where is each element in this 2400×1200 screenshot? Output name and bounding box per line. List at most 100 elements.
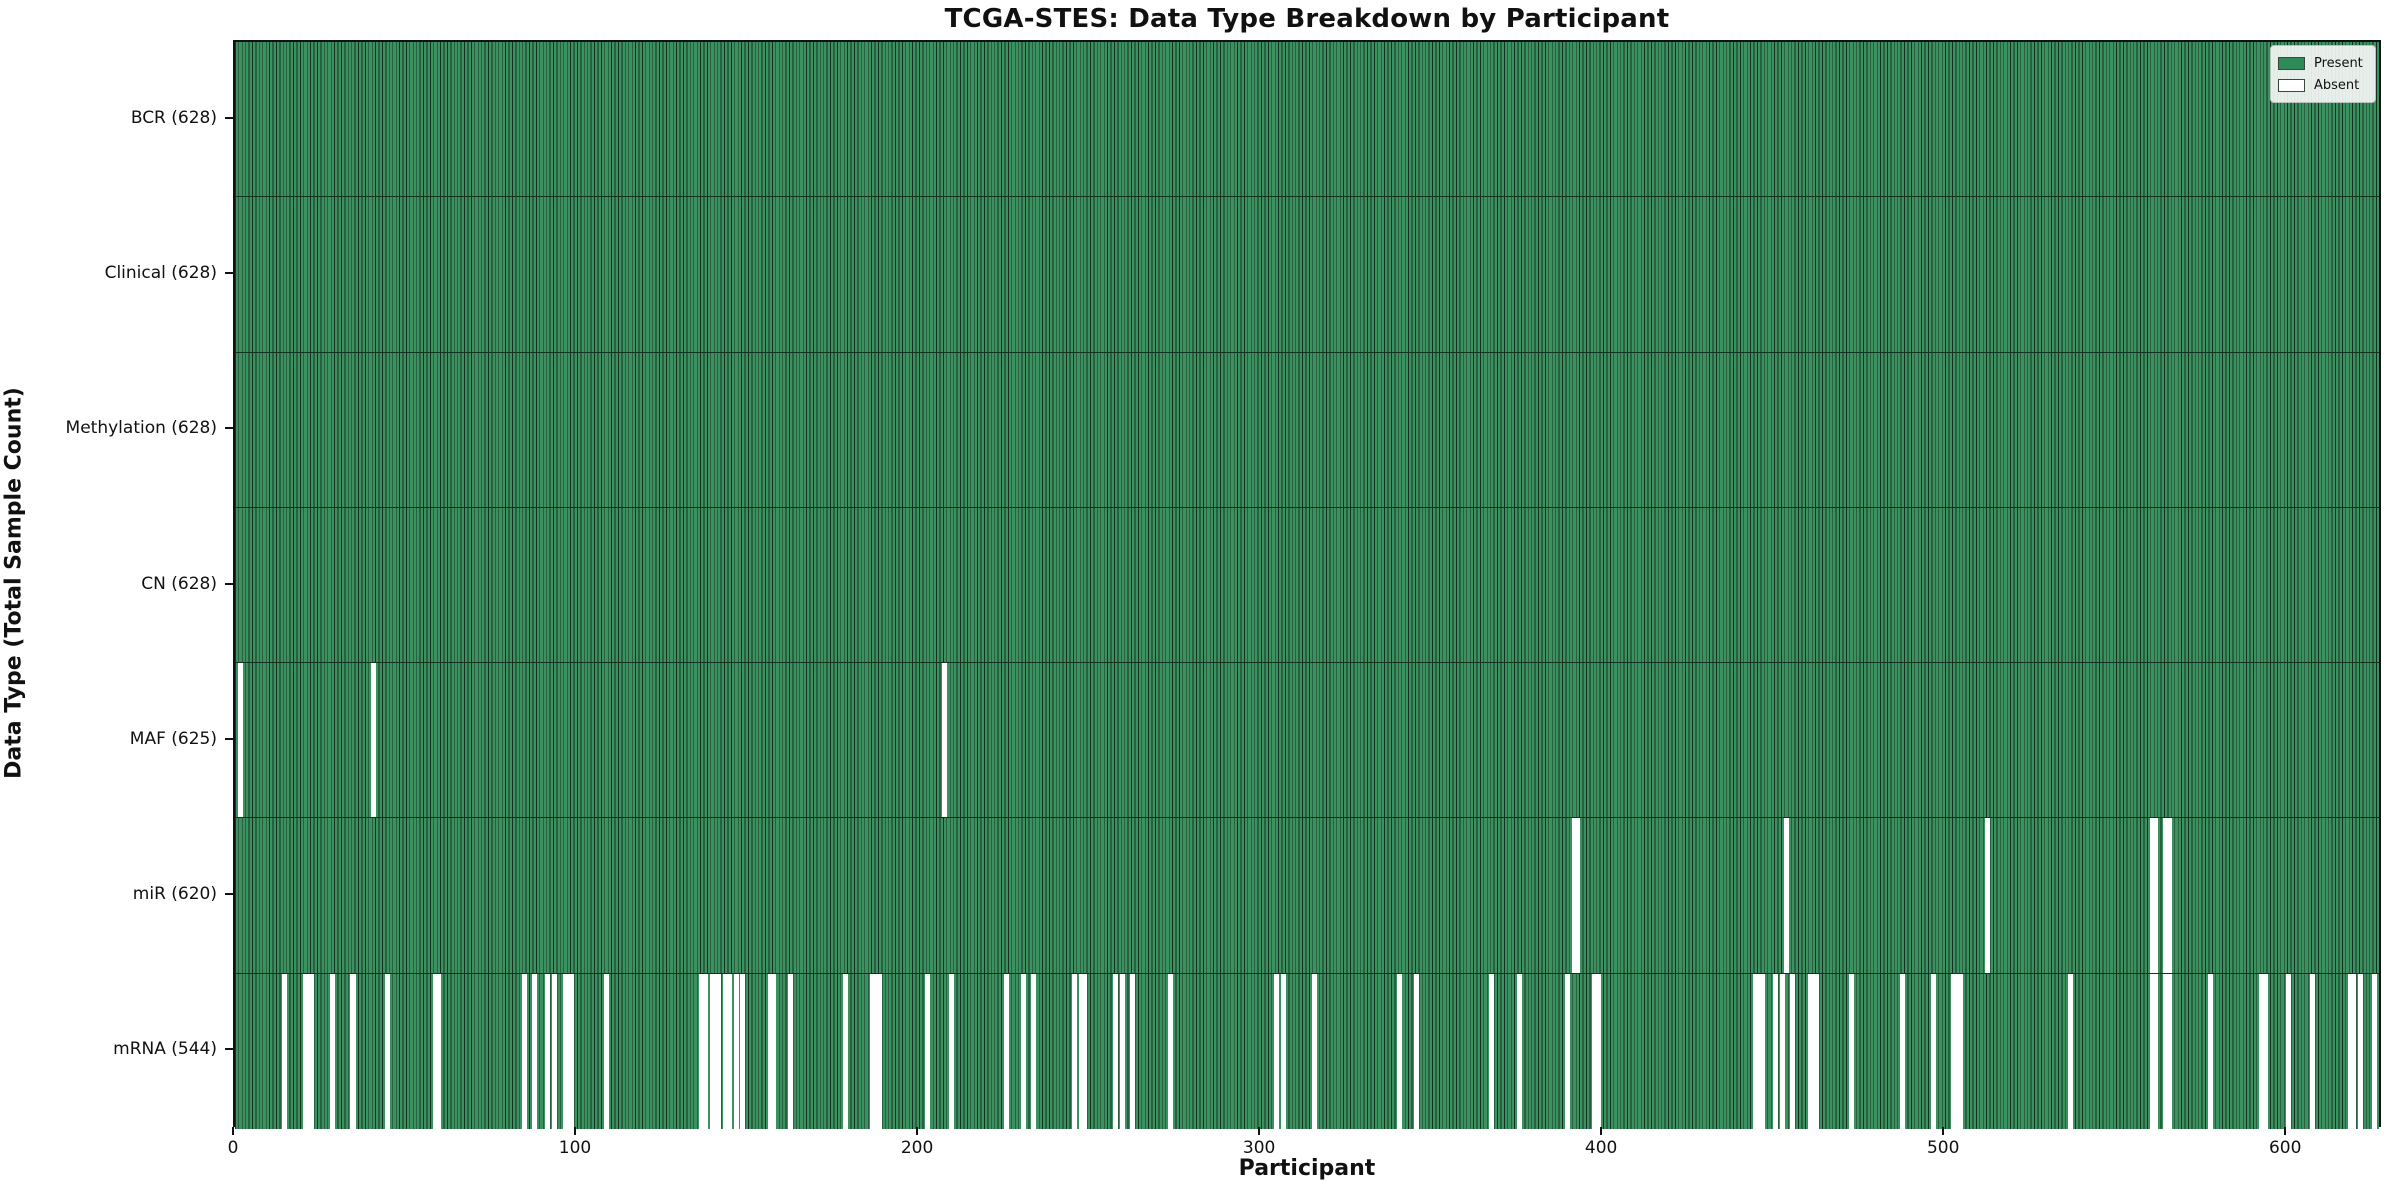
absent-gap xyxy=(1752,973,1758,1129)
legend-item-absent: Absent xyxy=(2278,74,2367,96)
absent-gap xyxy=(2286,973,2292,1129)
y-axis-label: Data Type (Total Sample Count) xyxy=(1,387,27,779)
absent-gap xyxy=(2149,818,2155,974)
present-bars-Clinical xyxy=(235,197,2379,353)
x-tick-label: 300 xyxy=(1242,1138,1276,1158)
absent-gap xyxy=(1280,973,1286,1129)
absent-gap xyxy=(2262,973,2268,1129)
x-tick-label: 0 xyxy=(227,1138,239,1158)
absent-gap xyxy=(2310,973,2316,1129)
absent-gap xyxy=(2358,973,2364,1129)
row-MAF xyxy=(235,663,2379,819)
absent-gap xyxy=(2371,973,2377,1129)
absent-gap xyxy=(2207,973,2213,1129)
x-tick-mark xyxy=(2284,1127,2287,1135)
row-CN xyxy=(235,507,2379,664)
y-tick-mark xyxy=(225,271,233,274)
present-bars-CN xyxy=(235,507,2379,664)
absent-gap xyxy=(873,973,879,1129)
legend: Present Absent xyxy=(2270,45,2376,103)
row-Methylation xyxy=(235,352,2379,508)
absent-gap xyxy=(942,663,948,819)
absent-gap xyxy=(1120,973,1126,1129)
y-tick-mark xyxy=(225,427,233,430)
y-tick-label-Clinical: Clinical (628) xyxy=(104,262,217,283)
absent-gap xyxy=(1273,973,1279,1129)
absent-gap xyxy=(788,973,794,1129)
present-bars-BCR xyxy=(235,42,2379,198)
x-tick-label: 500 xyxy=(1926,1138,1960,1158)
absent-gap xyxy=(565,973,571,1129)
x-tick-mark xyxy=(574,1127,577,1135)
legend-label-present: Present xyxy=(2314,55,2363,71)
absent-gap xyxy=(1848,973,1854,1129)
row-separator xyxy=(235,662,2379,664)
absent-gap xyxy=(2067,973,2073,1129)
chart-title: TCGA-STES: Data Type Breakdown by Partic… xyxy=(944,4,1670,34)
y-tick-mark xyxy=(225,1048,233,1051)
absent-gap xyxy=(2259,973,2265,1129)
row-separator xyxy=(235,817,2379,819)
x-axis-label: Participant xyxy=(1238,1156,1376,1181)
absent-gap xyxy=(302,973,308,1129)
absent-gap xyxy=(552,973,558,1129)
absent-gap xyxy=(2163,973,2169,1129)
absent-gap xyxy=(709,973,715,1129)
absent-gap xyxy=(1020,973,1026,1129)
absent-gap xyxy=(877,973,883,1129)
absent-gap xyxy=(1397,973,1403,1129)
absent-gap xyxy=(237,663,243,819)
absent-gap xyxy=(2153,818,2159,974)
absent-gap xyxy=(699,973,705,1129)
plot-area xyxy=(233,40,2381,1129)
row-separator xyxy=(235,972,2379,974)
x-tick-mark xyxy=(1258,1127,1261,1135)
absent-gap xyxy=(767,973,773,1129)
absent-gap xyxy=(350,973,356,1129)
absent-gap xyxy=(1113,973,1119,1129)
absent-gap xyxy=(384,973,390,1129)
absent-gap xyxy=(702,973,708,1129)
x-tick-label: 100 xyxy=(558,1138,592,1158)
row-miR xyxy=(235,818,2379,974)
y-tick-label-mRNA: mRNA (544) xyxy=(113,1039,217,1060)
absent-gap xyxy=(1031,973,1037,1129)
absent-gap xyxy=(1958,973,1964,1129)
x-tick-label: 600 xyxy=(2268,1138,2302,1158)
x-tick-label: 400 xyxy=(1584,1138,1618,1158)
absent-swatch-icon xyxy=(2278,78,2305,92)
absent-gap xyxy=(1072,973,1078,1129)
absent-gap xyxy=(1759,973,1765,1129)
y-tick-mark xyxy=(225,893,233,896)
present-bars-mRNA xyxy=(235,973,2379,1129)
absent-gap xyxy=(1003,973,1009,1129)
absent-gap xyxy=(309,973,315,1129)
absent-gap xyxy=(562,973,568,1129)
absent-gap xyxy=(716,973,722,1129)
absent-gap xyxy=(740,973,746,1129)
present-bars-miR xyxy=(235,818,2379,974)
x-tick-mark xyxy=(1942,1127,1945,1135)
absent-gap xyxy=(2149,973,2155,1129)
present-bars-Methylation xyxy=(235,352,2379,508)
absent-gap xyxy=(282,973,288,1129)
legend-label-absent: Absent xyxy=(2314,77,2360,93)
absent-gap xyxy=(1516,973,1522,1129)
absent-gap xyxy=(843,973,849,1129)
absent-gap xyxy=(925,973,931,1129)
y-tick-label-CN: CN (628) xyxy=(141,573,217,594)
y-tick-label-Methylation: Methylation (628) xyxy=(65,418,217,439)
absent-gap xyxy=(1592,973,1598,1129)
absent-gap xyxy=(569,973,575,1129)
absent-gap xyxy=(1167,973,1173,1129)
absent-gap xyxy=(1130,973,1136,1129)
absent-gap xyxy=(1930,973,1936,1129)
present-bars-MAF xyxy=(235,663,2379,819)
y-tick-label-MAF: MAF (625) xyxy=(129,728,217,749)
absent-gap xyxy=(713,973,719,1129)
absent-gap xyxy=(545,973,551,1129)
absent-gap xyxy=(2166,973,2172,1129)
absent-gap xyxy=(1564,973,1570,1129)
absent-gap xyxy=(1951,973,1957,1129)
